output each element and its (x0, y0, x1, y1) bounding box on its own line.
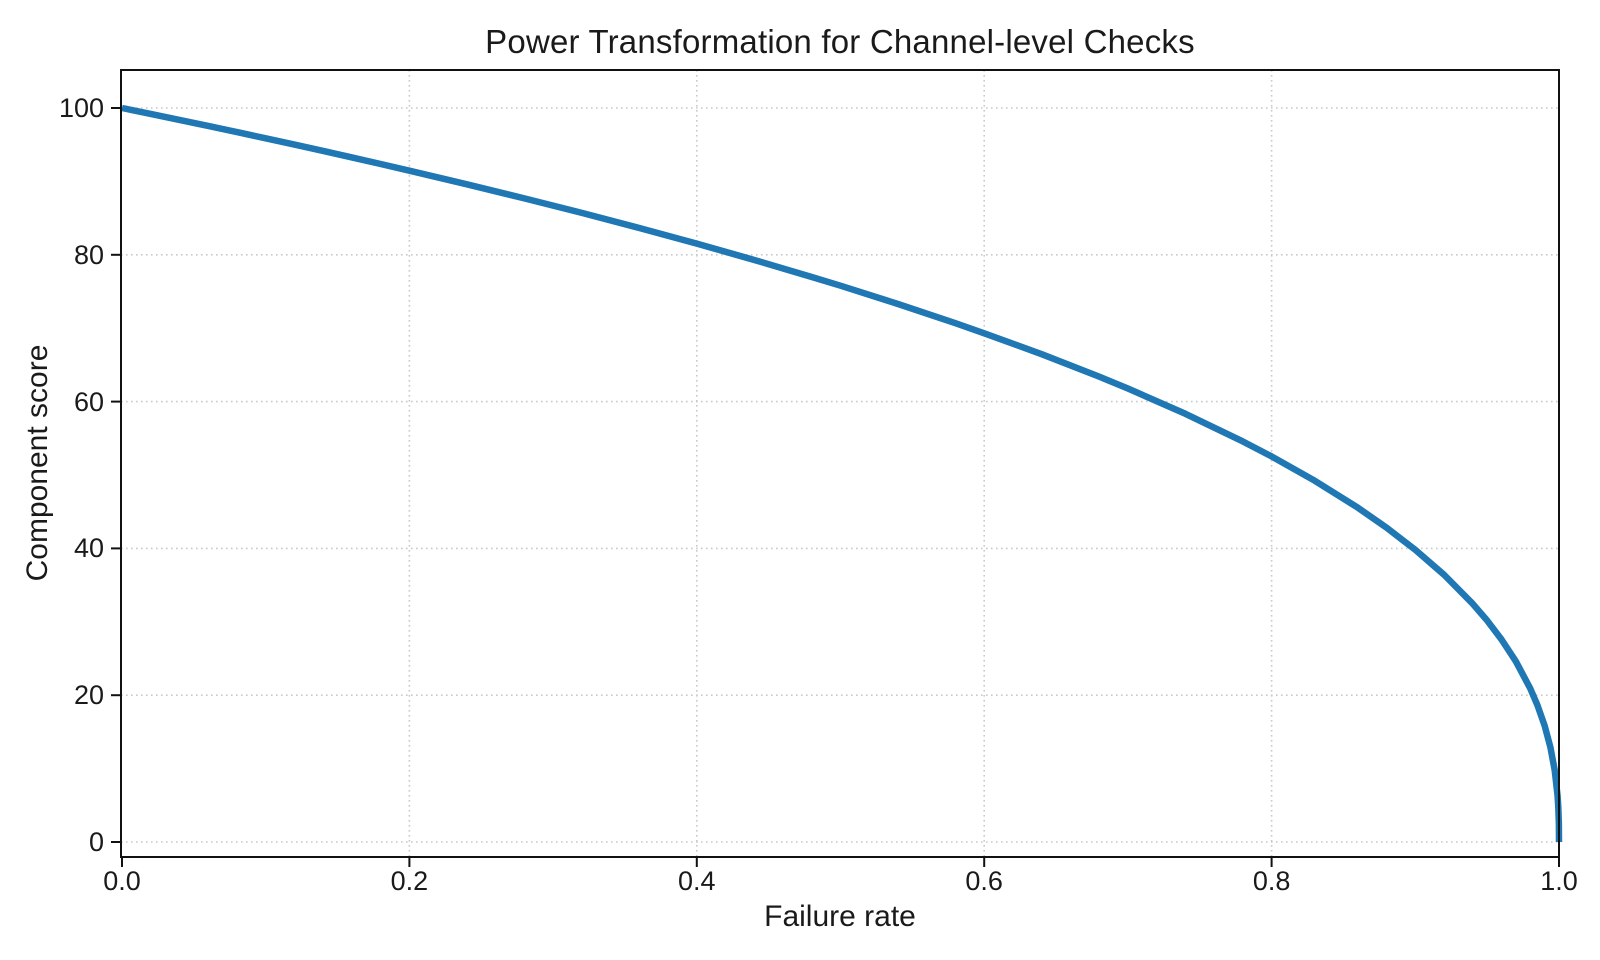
x-tick-label: 1.0 (1540, 866, 1578, 896)
y-tick-label: 20 (73, 680, 104, 711)
chart-title: Power Transformation for Channel-level C… (485, 23, 1195, 60)
x-axis-label: Failure rate (764, 900, 916, 933)
x-tick-label: 0.2 (390, 866, 429, 896)
x-tick-label: 0.4 (678, 866, 716, 896)
x-tick-label: 0.0 (103, 866, 141, 896)
data-line (121, 104, 1563, 843)
axes-spines (120, 69, 1560, 858)
y-tick-label: 60 (73, 386, 104, 417)
y-tick-label: 40 (73, 533, 104, 564)
y-tick-label: 80 (73, 239, 104, 270)
x-tick-label: 0.8 (1252, 866, 1291, 896)
y-tick-label: 0 (88, 827, 104, 857)
x-tick-label: 0.6 (965, 866, 1003, 896)
y-tick-label: 100 (58, 93, 104, 123)
